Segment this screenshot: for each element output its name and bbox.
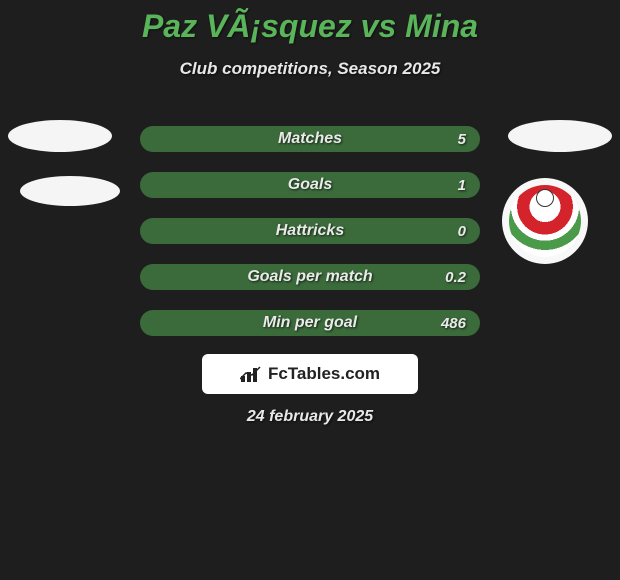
branding-badge[interactable]: FcTables.com — [202, 354, 418, 394]
stat-row: Hattricks 0 — [140, 218, 480, 244]
page-title: Paz VÃ¡squez vs Mina — [0, 0, 620, 45]
stat-row: Min per goal 486 — [140, 310, 480, 336]
player-right-avatar-placeholder — [508, 120, 612, 152]
team-left-avatar-placeholder — [20, 176, 120, 206]
bar-chart-icon — [240, 365, 262, 383]
stat-row: Goals per match 0.2 — [140, 264, 480, 290]
stat-value: 0.2 — [445, 269, 466, 286]
stat-label: Matches — [278, 130, 342, 148]
stat-label: Goals per match — [247, 268, 372, 286]
stats-list: Matches 5 Goals 1 Hattricks 0 Goals per … — [140, 126, 480, 356]
stat-value: 1 — [458, 177, 466, 194]
player-left-avatar-placeholder — [8, 120, 112, 152]
stat-value: 486 — [441, 315, 466, 332]
stat-value: 0 — [458, 223, 466, 240]
stat-value: 5 — [458, 131, 466, 148]
soccer-ball-icon — [536, 189, 554, 207]
team-crest-icon — [509, 185, 581, 257]
stat-row: Matches 5 — [140, 126, 480, 152]
stat-label: Goals — [288, 176, 332, 194]
stat-row: Goals 1 — [140, 172, 480, 198]
branding-text: FcTables.com — [268, 364, 380, 384]
season-subtitle: Club competitions, Season 2025 — [0, 59, 620, 79]
stat-label: Hattricks — [276, 222, 344, 240]
stat-label: Min per goal — [263, 314, 357, 332]
team-right-logo — [502, 178, 588, 264]
date-label: 24 february 2025 — [0, 408, 620, 426]
